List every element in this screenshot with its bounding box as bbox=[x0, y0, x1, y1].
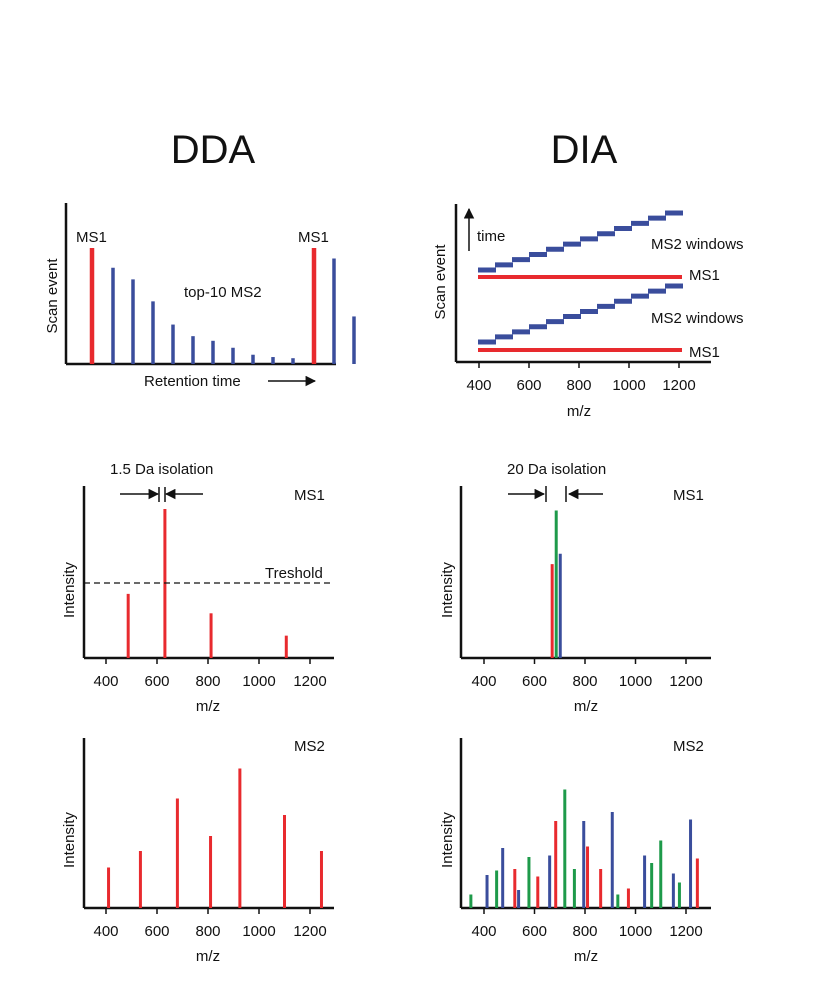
ms2-windows-label-upper: MS2 windows bbox=[651, 236, 744, 253]
x-axis-label: m/z bbox=[574, 698, 598, 715]
y-axis-label: Scan event bbox=[44, 258, 61, 334]
x-axis-label: m/z bbox=[196, 948, 220, 965]
x-tick-label: 600 bbox=[144, 923, 169, 940]
dia-scan-panel: 400 600 800 1000 1200 time MS2 windows MS1 M… bbox=[432, 204, 744, 420]
peaks bbox=[107, 768, 323, 908]
x-tick-label: 400 bbox=[93, 673, 118, 690]
peaks bbox=[550, 510, 562, 658]
ms2-windows-label-lower: MS2 windows bbox=[651, 310, 744, 327]
x-tick-label: 1000 bbox=[612, 377, 645, 394]
x-axis-label: m/z bbox=[567, 403, 591, 420]
ms1-label-upper: MS1 bbox=[689, 267, 720, 284]
x-ticks: 400 600 800 1000 1200 bbox=[471, 908, 703, 940]
x-tick-label: 800 bbox=[566, 377, 591, 394]
panel-title: MS2 bbox=[673, 738, 704, 755]
x-ticks: 400 600 800 1000 1200 bbox=[93, 908, 327, 940]
y-axis-label: Intensity bbox=[439, 562, 456, 618]
x-tick-label: 400 bbox=[466, 377, 491, 394]
ms1-label-right: MS1 bbox=[298, 229, 329, 246]
x-tick-label: 600 bbox=[516, 377, 541, 394]
ms1-label-left: MS1 bbox=[76, 229, 107, 246]
peaks bbox=[469, 789, 699, 908]
dia-heading: DIA bbox=[551, 128, 618, 172]
x-tick-label: 400 bbox=[471, 923, 496, 940]
x-axis-label: m/z bbox=[196, 698, 220, 715]
x-tick-label: 800 bbox=[572, 923, 597, 940]
ms1-label-lower: MS1 bbox=[689, 344, 720, 361]
dia-ms1-panel: 400 600 800 1000 1200 20 Da isolation MS1 m/… bbox=[439, 461, 711, 715]
ms2-window-steps bbox=[478, 210, 683, 345]
x-tick-label: 800 bbox=[195, 923, 220, 940]
x-tick-label: 1000 bbox=[242, 923, 275, 940]
dda-scan-panel: MS1 MS1 top-10 MS2 Retention time Scan e… bbox=[44, 203, 356, 390]
dia-ms2-panel: 400 600 800 1000 1200 MS2 m/z Intensity bbox=[439, 738, 711, 965]
y-axis-label: Scan event bbox=[432, 244, 449, 320]
x-ticks: 400 600 800 1000 1200 bbox=[93, 658, 327, 690]
x-axis-label: Retention time bbox=[144, 373, 241, 390]
x-tick-label: 400 bbox=[471, 673, 496, 690]
x-tick-label: 600 bbox=[144, 673, 169, 690]
y-axis-label: Intensity bbox=[61, 812, 78, 868]
x-tick-label: 1200 bbox=[662, 377, 695, 394]
x-tick-label: 600 bbox=[522, 673, 547, 690]
x-tick-label: 800 bbox=[572, 673, 597, 690]
dda-ms1-panel: 400 600 800 1000 1200 Treshold 1.5 Da isolat… bbox=[61, 461, 334, 715]
top10-annotation: top-10 MS2 bbox=[184, 284, 262, 301]
x-tick-label: 1000 bbox=[619, 923, 652, 940]
x-tick-label: 800 bbox=[195, 673, 220, 690]
x-tick-label: 1200 bbox=[669, 923, 702, 940]
x-ticks: 400 600 800 1000 1200 bbox=[466, 362, 696, 394]
panel-title: MS2 bbox=[294, 738, 325, 755]
x-axis-label: m/z bbox=[574, 948, 598, 965]
x-tick-label: 1200 bbox=[293, 673, 326, 690]
threshold-label: Treshold bbox=[265, 565, 323, 582]
scan-bars bbox=[89, 248, 356, 364]
x-tick-label: 400 bbox=[93, 923, 118, 940]
isolation-label: 1.5 Da isolation bbox=[110, 461, 213, 478]
x-tick-label: 1200 bbox=[293, 923, 326, 940]
x-tick-label: 1200 bbox=[669, 673, 702, 690]
x-tick-label: 600 bbox=[522, 923, 547, 940]
x-tick-label: 1000 bbox=[619, 673, 652, 690]
dda-heading: DDA bbox=[171, 128, 256, 172]
y-axis-label: Intensity bbox=[439, 812, 456, 868]
panel-title: MS1 bbox=[294, 487, 325, 504]
dda-ms2-panel: 400 600 800 1000 1200 MS2 m/z Intensity bbox=[61, 738, 334, 965]
isolation-label: 20 Da isolation bbox=[507, 461, 606, 478]
y-axis-label: Intensity bbox=[61, 562, 78, 618]
x-tick-label: 1000 bbox=[242, 673, 275, 690]
time-label: time bbox=[477, 228, 505, 245]
x-ticks: 400 600 800 1000 1200 bbox=[471, 658, 703, 690]
panel-title: MS1 bbox=[673, 487, 704, 504]
